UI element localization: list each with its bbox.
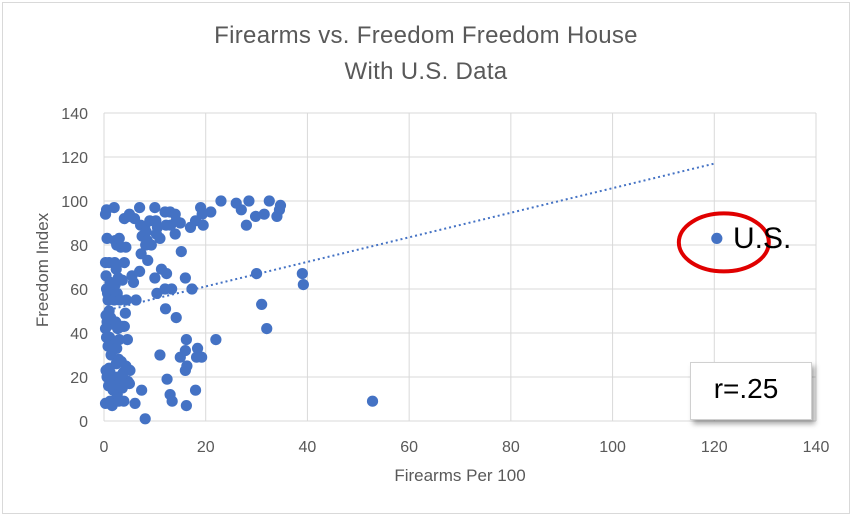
y-tick-label: 120 xyxy=(61,150,88,167)
y-axis-label: Freedom Index xyxy=(33,212,52,328)
data-point xyxy=(119,307,131,319)
x-tick-label: 120 xyxy=(701,439,728,456)
data-point xyxy=(118,257,130,269)
y-tick-label: 20 xyxy=(70,370,88,387)
x-tick-label: 100 xyxy=(599,439,626,456)
data-point xyxy=(154,232,166,244)
data-point xyxy=(256,298,268,310)
data-point xyxy=(180,334,192,346)
chart-subtitle: With U.S. Data xyxy=(344,58,508,85)
correlation-label: r=.25 xyxy=(713,373,779,404)
data-point xyxy=(175,246,187,258)
correlation-box: r=.25 xyxy=(690,362,812,420)
data-point xyxy=(297,279,309,291)
y-tick-labels: 0 20 40 60 80 100 120 140 xyxy=(61,106,88,431)
data-point xyxy=(149,202,161,214)
data-point xyxy=(179,272,191,284)
data-point xyxy=(258,208,270,220)
data-point xyxy=(159,303,172,315)
x-tick-labels: 0 20 40 60 80 100 120 140 xyxy=(100,439,830,456)
data-point xyxy=(196,351,208,363)
data-point xyxy=(154,349,166,361)
data-point xyxy=(108,202,120,214)
data-point xyxy=(197,219,209,231)
chart-title: Firearms vs. Freedom Freedom House xyxy=(214,22,638,49)
data-point xyxy=(124,364,136,376)
data-point xyxy=(118,320,130,332)
data-point xyxy=(250,268,263,280)
data-point xyxy=(166,283,178,295)
data-point xyxy=(179,345,191,357)
x-tick-label: 60 xyxy=(400,439,418,456)
data-point xyxy=(296,268,308,280)
x-tick-label: 0 xyxy=(100,439,109,456)
data-point xyxy=(191,342,204,354)
data-point xyxy=(136,384,148,396)
data-point xyxy=(261,323,273,335)
data-point xyxy=(186,283,198,295)
data-point xyxy=(127,276,140,288)
data-point xyxy=(210,334,222,346)
data-point xyxy=(120,294,132,306)
x-tick-label: 40 xyxy=(299,439,317,456)
data-point xyxy=(189,384,202,396)
data-point xyxy=(179,364,191,376)
data-point xyxy=(139,413,151,425)
data-point xyxy=(113,334,125,346)
data-point xyxy=(123,378,136,390)
y-tick-label: 100 xyxy=(61,194,88,211)
data-point xyxy=(130,294,142,306)
data-point xyxy=(120,241,132,253)
data-point xyxy=(129,397,141,409)
y-tick-label: 140 xyxy=(61,106,88,123)
data-point xyxy=(110,263,122,275)
x-axis-label: Firearms Per 100 xyxy=(394,466,526,485)
data-point xyxy=(161,373,173,385)
us-highlight-circle xyxy=(676,211,771,274)
data-point xyxy=(243,195,255,207)
data-point xyxy=(180,400,192,412)
data-point xyxy=(274,199,287,211)
data-point xyxy=(134,202,146,214)
data-point xyxy=(140,226,152,238)
data-point xyxy=(196,208,208,220)
data-point xyxy=(366,395,379,407)
data-point xyxy=(113,232,125,244)
y-tick-label: 40 xyxy=(70,326,88,343)
data-point xyxy=(215,195,227,207)
y-tick-label: 0 xyxy=(79,414,88,431)
data-point xyxy=(145,239,157,251)
data-point xyxy=(149,272,161,284)
y-tick-label: 60 xyxy=(70,282,88,299)
data-point xyxy=(174,217,186,229)
data-point xyxy=(166,395,178,407)
data-point xyxy=(249,210,262,222)
data-point xyxy=(121,334,133,346)
data-point xyxy=(116,274,128,286)
data-point xyxy=(111,342,123,354)
data-points xyxy=(99,195,723,425)
x-tick-label: 20 xyxy=(197,439,215,456)
data-point xyxy=(235,204,247,216)
data-point xyxy=(205,206,217,218)
data-point xyxy=(240,219,252,231)
data-point xyxy=(134,265,146,277)
y-tick-label: 80 xyxy=(70,238,88,255)
annotation-group xyxy=(676,211,771,274)
data-point xyxy=(169,228,181,240)
us-annotation-label: U.S. xyxy=(733,222,792,255)
data-point xyxy=(711,232,723,244)
x-tick-label: 140 xyxy=(803,439,830,456)
data-point xyxy=(170,312,182,324)
data-point xyxy=(142,254,154,266)
data-point xyxy=(263,195,275,207)
x-tick-label: 80 xyxy=(502,439,520,456)
data-point xyxy=(118,395,130,407)
gridlines xyxy=(103,112,817,422)
data-point xyxy=(160,268,173,280)
